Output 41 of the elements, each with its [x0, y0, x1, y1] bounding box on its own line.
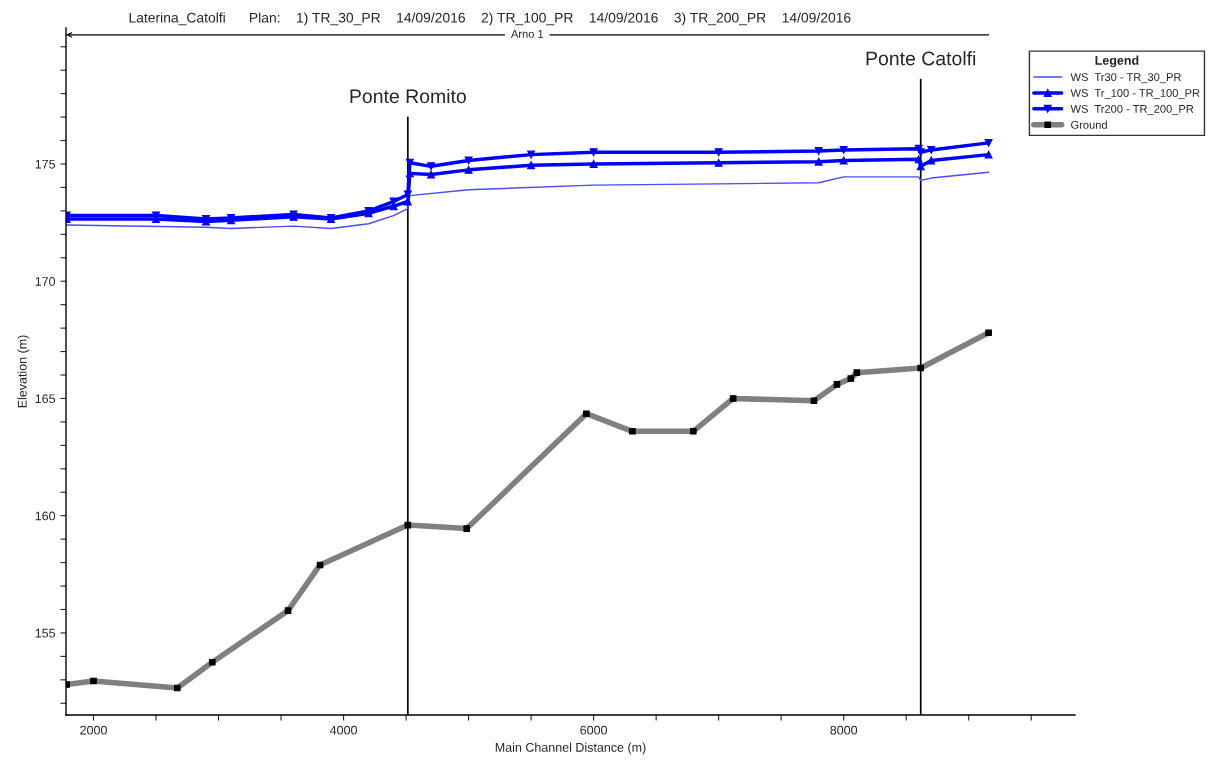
point [927, 145, 936, 154]
point [839, 156, 848, 165]
legend-label: WS Tr_100 - TR_100_PR [1070, 89, 1200, 100]
x-tick-label: 4000 [329, 725, 357, 735]
chart-title: Laterina_Catolfi Plan: 1) TR_30_PR 14/09/2016 2) TR_100_PR 14/09/2016 3) TR_200_PR 14/09/2016 [129, 12, 851, 26]
point [589, 148, 598, 157]
point [984, 150, 993, 159]
point [464, 165, 473, 174]
y-tick-label: 160 [35, 511, 56, 521]
x-axis-title: Main Channel Distance (m) [495, 742, 646, 755]
point [589, 160, 598, 168]
ref-line-label: Ponte Catolfi [866, 51, 976, 66]
point [916, 162, 925, 171]
point [916, 148, 925, 157]
y-tick-label: 170 [35, 277, 56, 286]
annotation: Arno 1 [510, 30, 544, 38]
point [814, 147, 823, 156]
point [814, 157, 823, 166]
x-tick-label: 6000 [580, 725, 608, 735]
point [914, 155, 923, 164]
point [714, 148, 723, 157]
x-tick-label: 8000 [830, 725, 858, 735]
point [714, 158, 723, 167]
legend-label: Ground [1071, 120, 1107, 129]
ref-line-label: Ponte Romito [350, 88, 466, 104]
point [427, 162, 436, 171]
line-series [66, 171, 990, 230]
point [927, 156, 936, 165]
legend-label: WS Tr200 - TR_200_PR [1070, 104, 1194, 115]
point [984, 138, 993, 147]
y-axis-title: Elevation (m) [17, 335, 30, 408]
legend-label: WS Tr30 - TR_30_PR [1070, 73, 1181, 84]
y-tick-label: 155 [35, 628, 56, 638]
y-tick-label: 165 [35, 394, 56, 404]
x-tick-label: 2000 [80, 725, 107, 735]
point [427, 170, 436, 179]
legend-title: Legend [1095, 55, 1139, 68]
y-tick-label: 175 [35, 159, 56, 169]
point [839, 145, 848, 154]
point [527, 161, 536, 170]
point [464, 156, 473, 165]
